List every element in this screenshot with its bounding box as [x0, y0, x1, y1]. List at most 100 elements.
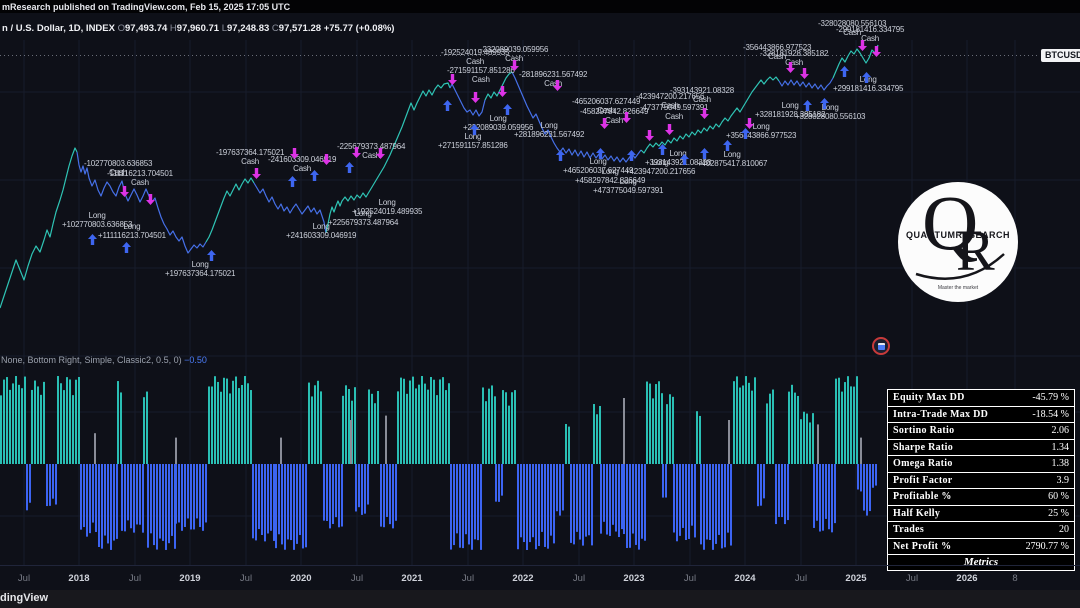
histogram-bar	[806, 413, 808, 464]
histogram-bar	[252, 464, 254, 539]
histogram-bar	[658, 381, 660, 464]
histogram-bar	[875, 464, 877, 486]
indicator-value: −0.50	[184, 355, 207, 365]
histogram-bar	[480, 464, 482, 550]
histogram-bar	[418, 384, 420, 464]
low-value: 97,248.83	[227, 23, 270, 34]
histogram-bar	[235, 376, 237, 464]
price-line	[511, 71, 642, 163]
histogram-bar	[760, 464, 762, 506]
histogram-bar	[400, 377, 402, 464]
cash-signal-label: -393143921.08328 Cash	[670, 86, 734, 104]
histogram-bar	[769, 393, 771, 464]
cash-arrow-icon	[600, 116, 609, 129]
histogram-bar	[688, 464, 690, 539]
histogram-bar	[600, 464, 602, 534]
histogram-bar	[244, 376, 246, 464]
histogram-bar	[281, 464, 283, 545]
long-signal-label: Long +281896231.567492	[514, 121, 585, 139]
histogram-bar	[156, 464, 158, 550]
chart-alert-icon[interactable]	[872, 337, 890, 355]
cash-signal-label: -299181416.334795 Cash	[836, 25, 905, 43]
histogram-bar-neutral	[350, 420, 352, 464]
histogram-bar	[208, 386, 210, 464]
symbol-name[interactable]: n / U.S. Dollar, 1D, INDEX	[2, 23, 115, 34]
x-axis-label: Jul	[794, 573, 808, 584]
long-signal-label: Long +473775049.597391	[593, 177, 664, 195]
time-axis[interactable]: Jul 2018 Jul 2019 Jul 2020 Jul 2021 Jul 2022 Jul 20…	[0, 565, 1080, 591]
histogram-bar	[559, 464, 561, 516]
long-arrow-icon	[310, 168, 319, 181]
long-signal-label: Long +111116213.704501	[98, 222, 166, 240]
histogram-bar	[190, 464, 192, 530]
histogram-bar	[104, 464, 106, 536]
histogram-bar	[63, 390, 65, 464]
histogram-bar	[482, 387, 484, 464]
histogram-bar	[462, 464, 464, 549]
histogram-bar	[754, 377, 756, 464]
histogram-bar	[267, 464, 269, 534]
histogram-bar	[368, 389, 370, 464]
x-axis-label: 8	[1012, 573, 1018, 584]
histogram-bar	[436, 395, 438, 464]
histogram-bar	[168, 464, 170, 544]
histogram-bar	[445, 390, 447, 464]
histogram-bar	[329, 464, 331, 529]
long-arrow-icon	[503, 102, 512, 115]
histogram-bar	[860, 464, 862, 492]
indicator-settings-text[interactable]: None, Bottom Right, Simple, Classic2, 0.…	[1, 355, 207, 365]
long-signal-label: Long +328028080.556103	[795, 103, 866, 121]
histogram-bar	[646, 381, 648, 464]
histogram-bar	[508, 405, 510, 464]
histogram-bar	[812, 413, 814, 464]
histogram-bar	[568, 426, 570, 464]
histogram-bar	[872, 464, 874, 488]
cash-arrow-icon	[510, 58, 519, 71]
price-line	[325, 82, 451, 234]
x-axis-label: Jul	[239, 573, 253, 584]
histogram-bar	[181, 464, 183, 531]
histogram-bar	[706, 464, 708, 540]
histogram-bar	[603, 464, 605, 522]
cash-arrow-icon	[322, 152, 331, 165]
cash-arrow-icon	[290, 146, 299, 159]
symbol-info-bar[interactable]: n / U.S. Dollar, 1D, INDEX O97,493.74 H9…	[2, 23, 394, 34]
histogram-bar	[822, 464, 824, 531]
histogram-bar	[517, 464, 519, 550]
histogram-bar	[40, 394, 42, 464]
open-label: O	[117, 23, 126, 34]
histogram-bar	[612, 464, 614, 525]
histogram-bar	[89, 464, 91, 534]
histogram-bar	[573, 464, 575, 545]
histogram-bar	[635, 464, 637, 545]
long-signal-label: Long +458297842.826649	[575, 167, 646, 185]
histogram-bar	[367, 464, 369, 505]
histogram-bar	[202, 464, 204, 531]
histogram-bar	[505, 392, 507, 464]
histogram-bar	[787, 464, 789, 521]
cash-signal-label: -473775049.597391 Cash	[640, 103, 709, 121]
publish-bar: mResearch published on TradingView.com, …	[0, 0, 1080, 13]
histogram-bar	[293, 464, 295, 550]
cash-signal-label: -192524019.489935 Cash	[441, 48, 510, 66]
cash-arrow-icon	[800, 66, 809, 79]
price-line	[205, 177, 255, 243]
histogram-bar	[287, 464, 289, 540]
histogram-bar	[498, 464, 500, 502]
histogram-bar	[538, 464, 540, 546]
x-axis-label: Jul	[350, 573, 364, 584]
metrics-row: Intra-Trade Max DD -18.54 %	[888, 407, 1074, 423]
long-arrow-icon	[207, 248, 216, 261]
price-line	[76, 151, 207, 254]
histogram-bar	[856, 376, 858, 464]
histogram-bar	[745, 376, 747, 464]
histogram-bar	[813, 464, 815, 528]
histogram-bar-neutral	[385, 415, 387, 464]
long-arrow-icon	[88, 232, 97, 245]
histogram-bar	[766, 403, 768, 464]
histogram-bar	[850, 386, 852, 464]
histogram-bar	[831, 464, 833, 533]
histogram-bar	[121, 464, 123, 531]
x-axis-label: 2024	[734, 573, 756, 584]
